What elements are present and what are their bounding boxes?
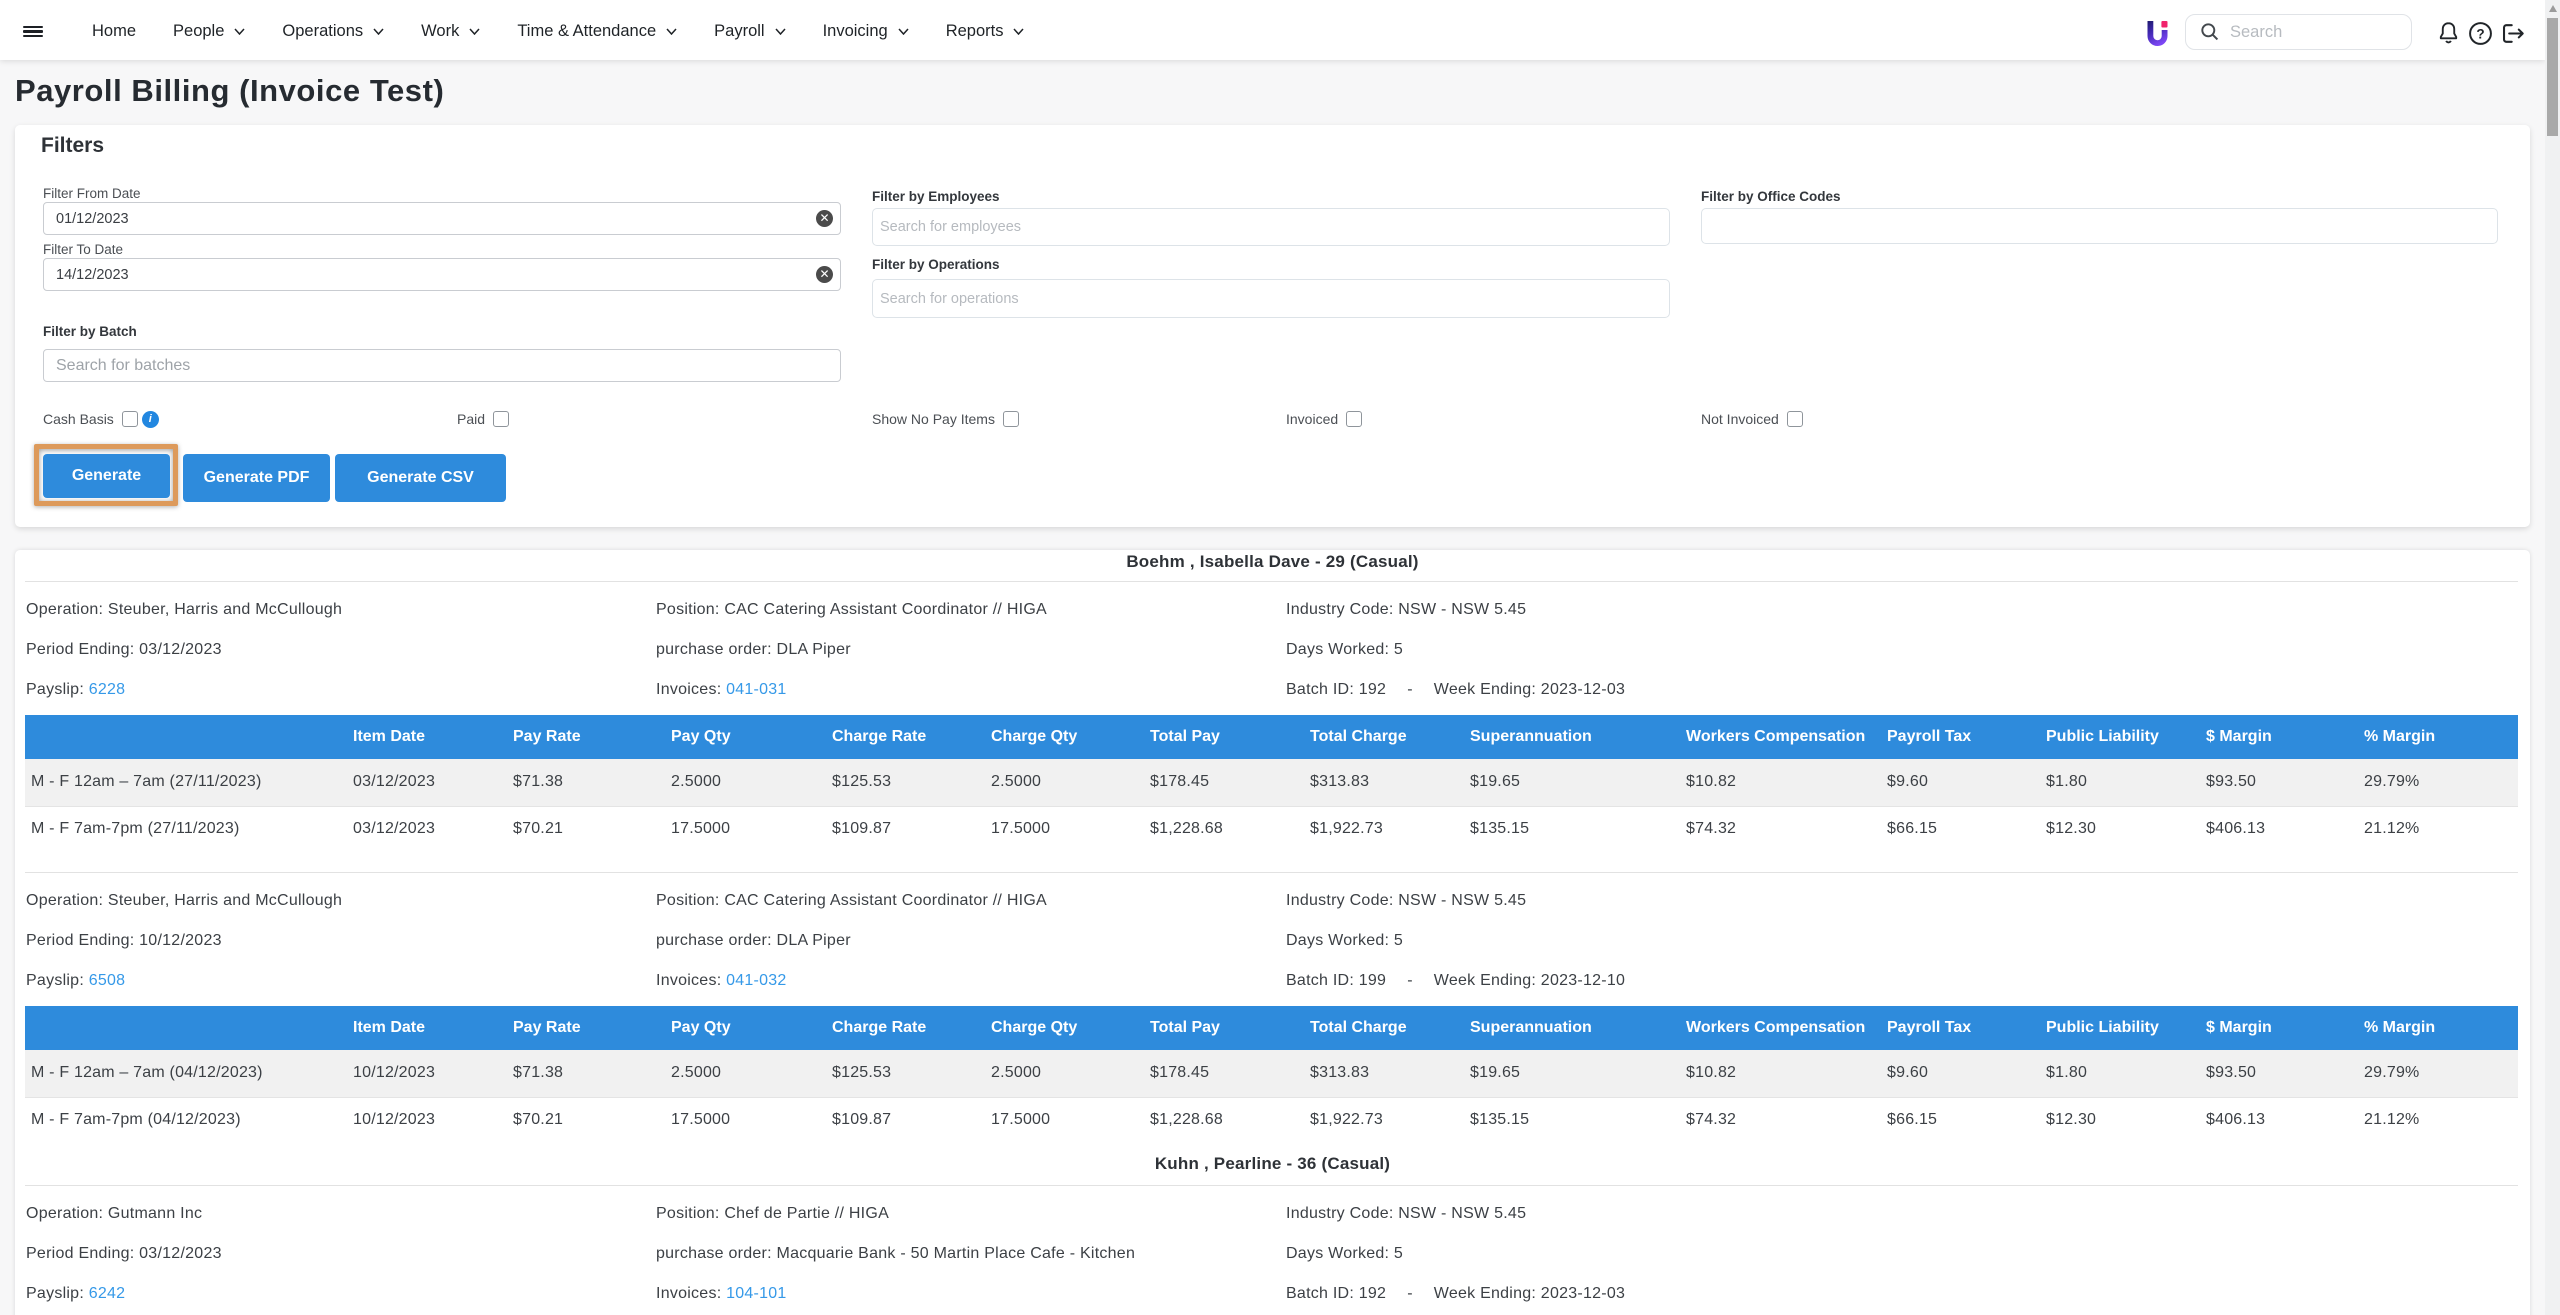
svg-text:?: ? [2476,26,2484,41]
